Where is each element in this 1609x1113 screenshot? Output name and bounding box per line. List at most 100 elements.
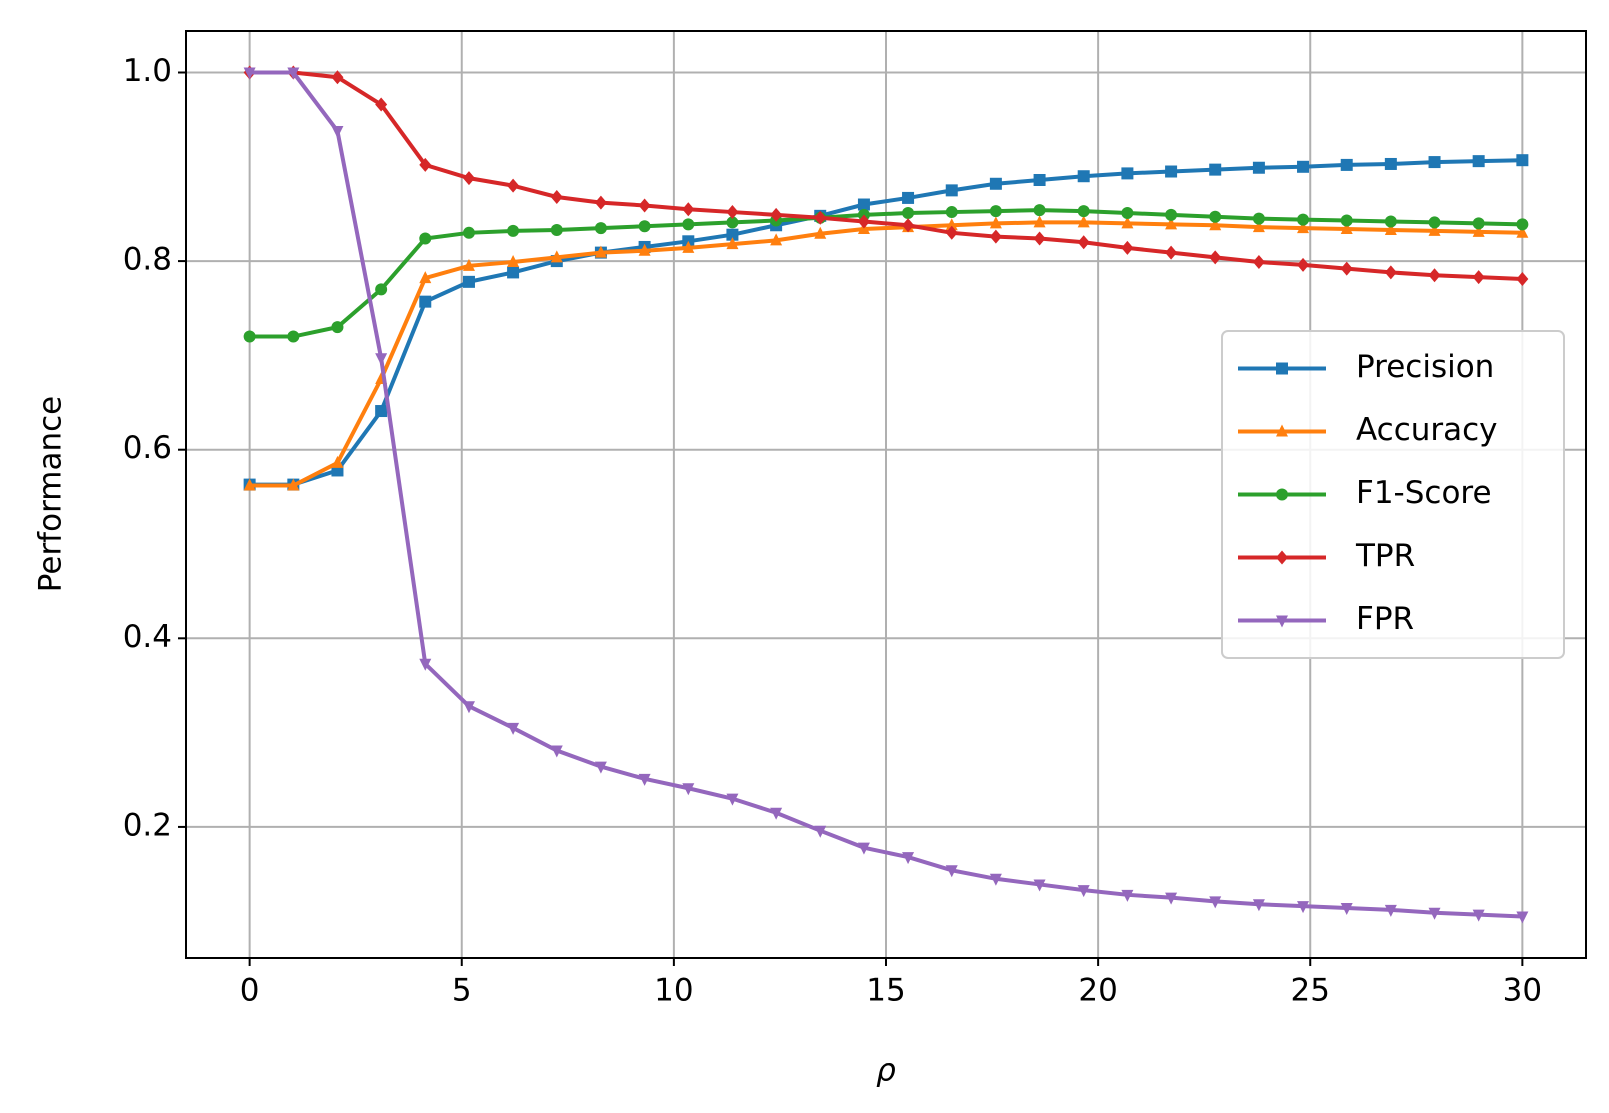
marker	[1033, 204, 1046, 217]
marker	[1516, 225, 1529, 238]
x-axis-label: ρ	[876, 1053, 896, 1089]
marker	[1297, 221, 1310, 234]
marker	[550, 745, 563, 758]
marker	[682, 218, 695, 231]
marker	[726, 216, 739, 229]
marker	[331, 70, 344, 85]
marker	[1428, 223, 1441, 236]
legend-label: Accuracy	[1356, 412, 1498, 448]
marker	[331, 125, 344, 138]
marker	[1340, 222, 1353, 235]
x-tick-label: 0	[240, 973, 260, 1009]
marker	[550, 189, 563, 204]
y-axis-label: Performance	[33, 396, 69, 592]
legend-label: TPR	[1355, 538, 1415, 574]
marker	[945, 225, 958, 240]
marker	[638, 220, 651, 233]
marker	[375, 353, 388, 366]
marker	[1033, 231, 1046, 246]
y-tick-label: 0.4	[123, 619, 172, 655]
marker	[1472, 224, 1485, 237]
series-line	[249, 158, 1523, 487]
marker	[594, 245, 607, 258]
marker	[1516, 154, 1529, 167]
marker	[945, 865, 958, 878]
marker	[902, 852, 915, 865]
marker	[945, 218, 958, 231]
marker	[1165, 245, 1178, 260]
marker	[462, 226, 475, 239]
marker	[550, 223, 563, 236]
marker	[1384, 222, 1397, 235]
marker	[287, 67, 300, 80]
marker	[1297, 901, 1310, 914]
marker	[770, 233, 783, 246]
legend-box	[1221, 330, 1565, 659]
marker	[857, 214, 870, 229]
marker	[419, 658, 432, 671]
marker	[726, 237, 739, 250]
marker	[638, 243, 651, 256]
marker	[682, 202, 695, 217]
marker	[462, 275, 475, 288]
marker	[1209, 210, 1222, 223]
marker	[462, 171, 475, 186]
marker	[1077, 170, 1090, 183]
marker	[770, 807, 783, 820]
marker	[419, 295, 432, 308]
marker	[1384, 215, 1397, 228]
marker	[945, 206, 958, 219]
marker	[375, 283, 388, 296]
marker	[1428, 268, 1441, 283]
marker	[1516, 911, 1529, 924]
y-tick-label: 1.0	[123, 53, 172, 89]
marker	[638, 198, 651, 213]
marker	[1033, 215, 1046, 228]
marker	[902, 218, 915, 233]
marker	[1121, 889, 1134, 902]
marker	[989, 177, 1002, 190]
legend-marker	[1276, 362, 1288, 375]
series-line	[249, 70, 1523, 282]
marker	[1428, 216, 1441, 229]
marker	[331, 321, 344, 334]
x-tick-label: 20	[1078, 973, 1117, 1009]
legend-marker	[1276, 488, 1288, 501]
x-tick-label: 10	[654, 973, 693, 1009]
marker	[1384, 265, 1397, 280]
marker	[1252, 220, 1265, 233]
marker	[1165, 892, 1178, 905]
marker	[1077, 885, 1090, 898]
marker	[462, 701, 475, 714]
marker	[989, 229, 1002, 244]
marker	[594, 222, 607, 235]
marker	[550, 250, 563, 263]
marker	[462, 258, 475, 271]
marker	[726, 793, 739, 806]
marker	[989, 205, 1002, 218]
x-tick-label: 15	[866, 973, 905, 1009]
marker	[594, 761, 607, 774]
marker	[902, 207, 915, 220]
marker	[945, 184, 958, 197]
marker	[507, 722, 520, 735]
series-line	[249, 208, 1523, 339]
marker	[331, 455, 344, 468]
marker	[1033, 173, 1046, 186]
marker	[1209, 250, 1222, 265]
marker	[1121, 240, 1134, 255]
marker	[419, 157, 432, 172]
marker	[507, 224, 520, 237]
legend-marker	[1276, 424, 1288, 437]
marker	[287, 330, 300, 343]
marker	[507, 178, 520, 193]
marker	[726, 205, 739, 220]
marker	[243, 330, 256, 343]
marker	[1516, 218, 1529, 231]
marker	[243, 478, 256, 491]
x-tick-label: 25	[1291, 973, 1330, 1009]
marker	[989, 873, 1002, 886]
legend-marker	[1276, 550, 1288, 565]
marker	[375, 405, 388, 418]
marker	[1340, 261, 1353, 276]
